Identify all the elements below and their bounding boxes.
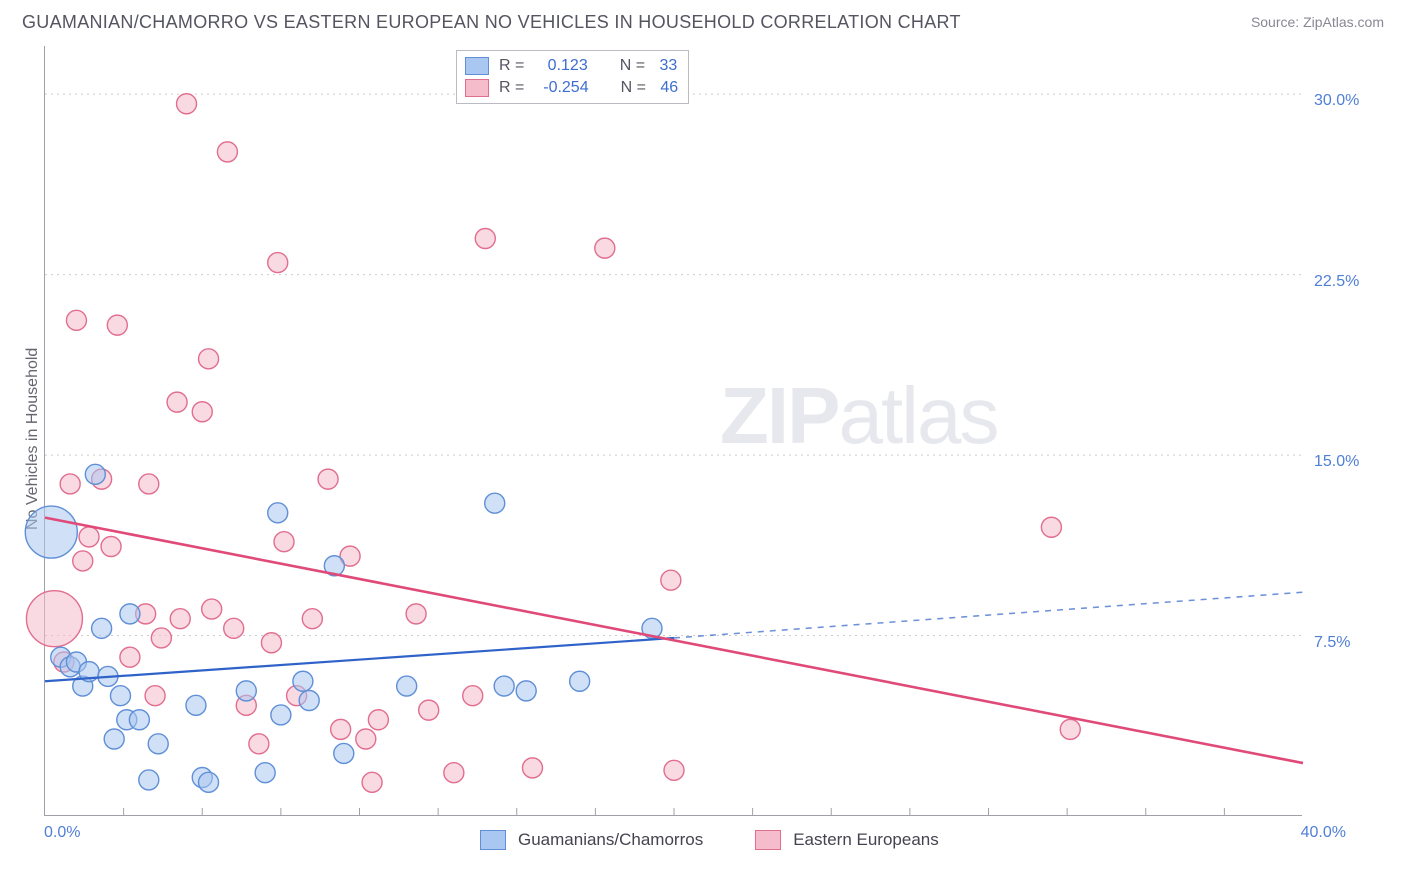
legend-swatch [465,57,489,75]
y-tick-label: 22.5% [1314,273,1359,291]
correlation-legend: R = 0.123N = 33R = -0.254N = 46 [456,50,689,104]
y-tick-label: 30.0% [1314,92,1359,110]
x-axis-min-label: 0.0% [44,824,80,842]
source-text: Source: ZipAtlas.com [1251,14,1384,30]
y-tick-label: 15.0% [1314,453,1359,471]
legend-swatch-guamanians [480,830,506,850]
legend-label-eastern-europeans: Eastern Europeans [793,830,939,850]
y-tick-label: 7.5% [1314,634,1350,652]
correlation-row: R = 0.123N = 33 [465,55,678,77]
x-axis-max-label: 40.0% [1301,824,1346,842]
chart-svg [45,46,1302,815]
legend-swatch-eastern-europeans [755,830,781,850]
legend-swatch [465,79,489,97]
y-axis-label: No Vehicles in Household [24,348,42,530]
correlation-row: R = -0.254N = 46 [465,77,678,99]
series-legend: Guamanians/Chamorros Eastern Europeans [480,830,939,850]
legend-label-guamanians: Guamanians/Chamorros [518,830,703,850]
plot-area [44,46,1302,816]
chart-title: GUAMANIAN/CHAMORRO VS EASTERN EUROPEAN N… [22,12,961,33]
